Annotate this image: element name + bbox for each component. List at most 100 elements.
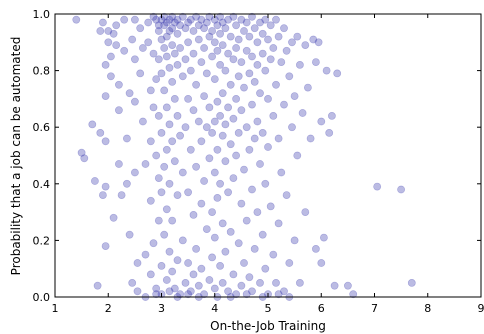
data-point [226,80,235,89]
data-point [330,281,339,290]
data-point [317,117,326,126]
data-point [248,12,256,21]
data-point [160,21,169,30]
data-point [205,32,214,41]
data-point [107,72,115,81]
y-axis-label: Probability that a job can be automated [9,37,23,276]
data-point [162,145,171,154]
data-point [210,284,219,293]
data-point [250,244,259,253]
data-point [311,244,320,253]
data-point [232,151,240,160]
data-point [160,12,169,21]
data-point [141,160,150,168]
data-point [256,160,264,168]
data-point [101,242,110,250]
data-point [285,72,294,81]
data-point [189,270,198,279]
data-point [130,97,139,106]
data-point [197,264,206,273]
data-point [285,259,294,267]
data-point [248,100,256,109]
data-point [173,29,182,38]
data-point [184,95,192,103]
data-point [261,66,270,75]
data-point [229,114,238,123]
data-point [186,15,195,24]
data-point [280,287,288,296]
data-point [282,191,291,199]
data-point [229,55,238,64]
data-point [96,27,105,35]
data-point [115,106,123,115]
data-point [248,185,256,194]
data-point [264,143,272,151]
data-point [178,72,187,81]
data-point [245,273,254,282]
data-point [216,261,224,270]
data-point [152,15,161,24]
data-point [306,134,315,143]
data-point [245,145,254,154]
data-point [104,38,113,47]
y-tick-label: 0.8 [33,65,51,78]
data-point [298,109,307,117]
data-point [99,18,107,27]
data-point [146,270,155,279]
data-point [311,58,320,66]
data-point [149,49,158,58]
data-point [266,202,275,211]
data-point [101,137,110,146]
data-point [184,18,192,27]
data-point [117,191,126,199]
data-point [232,21,240,30]
data-point [184,290,192,299]
data-point [237,58,246,66]
data-point [269,250,278,259]
data-point [264,35,272,44]
data-point [160,230,169,239]
data-point [165,63,174,72]
data-point [157,188,166,197]
data-point [194,117,203,126]
data-point [181,24,190,33]
data-point [210,117,219,126]
axis-ticks: 1 2 3 4 5 6 7 8 9 0.0 0.2 0.4 0.6 0.8 1.0 [33,8,484,315]
data-point [274,134,283,143]
data-point [186,145,195,154]
data-point [216,179,224,188]
data-point [125,89,134,98]
data-point [202,69,211,78]
data-point [115,80,123,89]
data-point [218,89,227,98]
data-point [149,239,158,248]
data-point [301,208,310,216]
x-tick-label: 5 [265,302,272,315]
data-point [333,69,342,78]
data-point [245,32,254,41]
data-point [213,193,222,202]
data-point [218,278,227,287]
data-point [221,120,230,129]
data-point [229,270,238,279]
data-point [248,287,256,296]
data-point [234,239,243,248]
data-point [77,148,86,157]
data-point [146,137,155,146]
data-point [200,177,208,185]
data-point [205,154,214,163]
data-point [99,191,107,199]
data-point [200,24,208,33]
data-point [162,52,171,61]
data-point [232,44,240,52]
data-point [80,154,89,163]
x-tick-label: 1 [52,302,59,315]
data-point [242,46,251,55]
data-point [194,35,203,44]
data-point [157,261,166,270]
data-point [168,78,177,86]
data-point [152,290,161,299]
y-tick-label: 0.2 [33,234,51,247]
data-point [226,227,235,236]
data-point [91,177,99,185]
